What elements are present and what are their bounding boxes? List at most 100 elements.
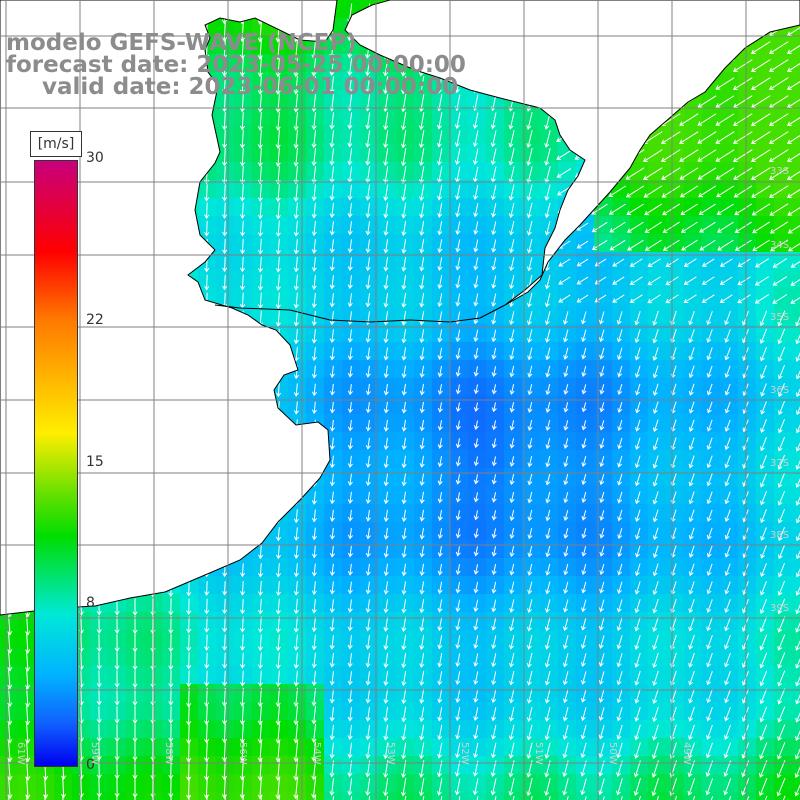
wind-arrow <box>652 383 659 397</box>
wind-arrow <box>257 75 263 95</box>
wind-arrow <box>365 419 371 432</box>
wind-arrow <box>617 347 623 361</box>
wind-arrow <box>688 419 695 432</box>
wind-arrow <box>419 383 425 396</box>
wind-arrow <box>508 221 515 236</box>
wind-arrow <box>777 419 786 434</box>
wind-arrow <box>526 311 533 326</box>
wind-arrow <box>772 258 788 268</box>
wind-arrow <box>527 402 533 413</box>
wind-arrow <box>644 239 662 251</box>
wind-arrow <box>329 76 335 94</box>
wind-arrow <box>455 184 461 201</box>
wind-arrow <box>697 131 717 144</box>
wind-arrow <box>634 311 641 326</box>
wind-arrow <box>383 112 389 131</box>
wind-arrow <box>293 274 299 291</box>
wind-arrow <box>563 420 569 431</box>
longitude-label: 50W <box>607 742 618 765</box>
wind-arrow <box>706 365 713 378</box>
wind-arrow <box>365 347 371 361</box>
wind-arrow <box>679 185 699 198</box>
wind-arrow <box>204 184 210 202</box>
colorbar-tick-label: 30 <box>86 150 104 166</box>
wind-arrow <box>786 27 800 36</box>
wind-arrow <box>491 366 497 377</box>
wind-arrow <box>609 221 626 233</box>
wind-arrow <box>769 221 789 234</box>
wind-arrow <box>786 99 800 108</box>
wind-arrow <box>777 310 786 327</box>
wind-arrow <box>222 256 228 273</box>
wind-arrow <box>311 310 317 326</box>
wind-arrow <box>787 207 800 216</box>
wind-arrow <box>257 274 263 291</box>
wind-arrow <box>347 311 353 326</box>
wind-arrow <box>777 346 786 362</box>
wind-arrow <box>697 95 717 108</box>
wind-arrow <box>491 420 497 431</box>
wind-speed-cell <box>792 756 800 774</box>
wind-speed-cell <box>486 792 504 800</box>
wind-arrow <box>526 293 533 308</box>
wind-speed-cell <box>792 576 800 594</box>
wind-speed-cell <box>576 792 594 800</box>
wind-arrow <box>787 225 800 234</box>
wind-arrow <box>275 147 281 167</box>
wind-speed-cell <box>792 630 800 648</box>
wind-arrow <box>786 153 800 162</box>
wind-arrow <box>257 202 263 220</box>
latitude-label: 37S <box>770 458 790 469</box>
wind-arrow <box>383 184 389 202</box>
wind-speed-cell <box>792 648 800 666</box>
wind-arrow <box>257 165 263 185</box>
wind-arrow <box>383 311 389 326</box>
wind-arrow <box>311 274 317 290</box>
wind-arrow <box>419 202 425 219</box>
wind-arrow <box>347 202 353 218</box>
wind-arrow <box>509 347 515 361</box>
wind-arrow <box>347 383 353 396</box>
wind-speed-cell <box>450 792 468 800</box>
wind-arrow <box>347 76 353 94</box>
wind-arrow <box>752 221 771 234</box>
wind-arrow <box>790 261 800 268</box>
wind-arrow <box>221 112 228 131</box>
wind-arrow <box>239 129 245 149</box>
wind-arrow <box>293 184 299 202</box>
wind-speed-cell <box>792 108 800 126</box>
wind-arrow <box>347 275 353 290</box>
wind-arrow <box>383 383 389 396</box>
wind-arrow <box>473 420 479 431</box>
longitude-label: 61W <box>15 742 26 765</box>
wind-arrow <box>616 311 623 325</box>
wind-arrow <box>401 310 407 326</box>
wind-arrow <box>688 311 695 326</box>
wind-arrow <box>706 311 713 326</box>
wind-arrow <box>275 274 281 291</box>
wind-arrow <box>455 329 461 343</box>
wind-arrow <box>491 293 497 307</box>
wind-arrow <box>329 347 335 361</box>
wind-arrow <box>724 329 731 343</box>
wind-arrow <box>437 221 443 236</box>
wind-arrow <box>679 113 699 126</box>
wind-arrow <box>293 220 299 237</box>
wind-speed-cell <box>792 738 800 756</box>
wind-arrow <box>581 384 587 395</box>
wind-arrow <box>617 419 623 432</box>
wind-arrow <box>527 383 533 396</box>
wind-arrow <box>329 39 335 59</box>
wind-arrow <box>698 203 716 215</box>
wind-arrow <box>293 202 299 220</box>
wind-arrow <box>311 39 317 60</box>
wind-arrow <box>698 185 717 198</box>
wind-arrow <box>455 420 461 431</box>
wind-arrow <box>732 131 753 144</box>
wind-arrow <box>419 419 425 432</box>
wind-arrow <box>401 238 407 254</box>
wind-arrow <box>204 220 210 237</box>
wind-arrow <box>652 419 659 433</box>
wind-arrow <box>750 149 771 162</box>
wind-arrow <box>239 75 245 95</box>
